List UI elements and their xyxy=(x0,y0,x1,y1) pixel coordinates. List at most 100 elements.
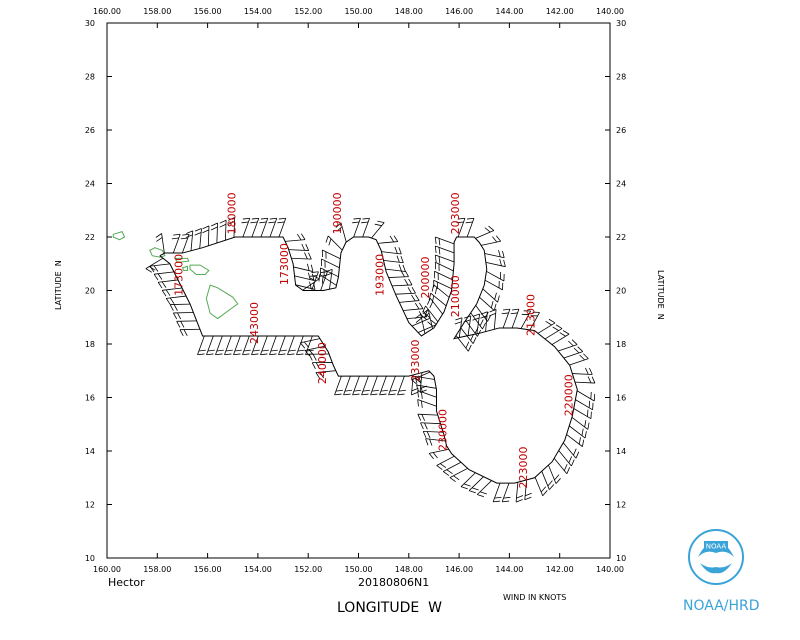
wind-barb xyxy=(406,310,428,320)
wind-barb xyxy=(176,320,197,328)
wind-barb xyxy=(377,235,399,244)
wind-barb xyxy=(510,308,520,329)
lat-tick-label-left: 16 xyxy=(85,394,95,403)
wind-barb xyxy=(219,219,227,241)
wind-barb xyxy=(171,233,181,254)
wind-barb xyxy=(501,482,511,503)
wind-barb xyxy=(403,302,424,311)
lat-tick-label-left: 14 xyxy=(85,447,95,456)
lat-tick-label-right: 14 xyxy=(616,447,626,456)
wind-barb xyxy=(371,220,385,239)
lon-tick-label-top: 142.00 xyxy=(546,7,574,16)
wind-barb xyxy=(295,281,316,290)
time-label: 173000 xyxy=(278,243,291,285)
wind-barb xyxy=(251,335,260,356)
wind-barb xyxy=(573,408,592,420)
wind-barb xyxy=(468,476,484,494)
time-label: 220000 xyxy=(562,374,575,416)
wind-barb xyxy=(319,271,328,291)
lat-tick-label-right: 10 xyxy=(616,554,626,563)
wind-barb xyxy=(436,455,455,470)
lat-tick-label-left: 30 xyxy=(85,19,95,28)
wind-barb xyxy=(228,217,236,238)
wind-barb xyxy=(434,270,453,281)
wind-barb xyxy=(294,272,315,281)
lon-tick-label-top: 158.00 xyxy=(143,7,171,16)
lon-tick-label-top: 150.00 xyxy=(345,7,373,16)
wind-barb xyxy=(260,335,269,356)
lon-tick-label-bottom: 158.00 xyxy=(143,565,171,574)
lat-tick-label-right: 30 xyxy=(616,19,626,28)
lon-tick-label-bottom: 146.00 xyxy=(445,565,473,574)
time-label: 203000 xyxy=(449,192,462,234)
wind-barb xyxy=(489,309,497,330)
wind-barb xyxy=(434,261,454,272)
wind-barb xyxy=(324,269,333,290)
lon-tick-label-bottom: 154.00 xyxy=(244,565,272,574)
lat-tick-label-right: 22 xyxy=(616,233,626,242)
lat-tick-label-right: 28 xyxy=(616,73,626,82)
wind-barb xyxy=(566,434,585,447)
wind-barb xyxy=(417,399,437,408)
time-label: 190000 xyxy=(331,192,344,234)
lon-tick-label-top: 160.00 xyxy=(93,7,121,16)
wind-barb xyxy=(334,375,343,396)
wind-barb xyxy=(501,308,511,329)
wind-barb xyxy=(315,370,336,379)
lat-tick-label-left: 28 xyxy=(85,73,95,82)
time-label: 193000 xyxy=(374,254,387,296)
lon-tick-label-bottom: 148.00 xyxy=(395,565,423,574)
wind-barb xyxy=(456,217,466,238)
wind-barb xyxy=(431,284,450,298)
wind-barb xyxy=(311,362,333,370)
wind-barb xyxy=(288,243,310,251)
lat-tick-label-right: 16 xyxy=(616,394,626,403)
wind-barb xyxy=(179,328,200,337)
island-coastline xyxy=(205,284,239,320)
wind-barb xyxy=(520,310,532,329)
wind-barb xyxy=(241,217,251,238)
wind-barb xyxy=(308,353,330,361)
lon-tick-label-top: 140.00 xyxy=(596,7,624,16)
lon-tick-label-bottom: 142.00 xyxy=(546,565,574,574)
lat-tick-label-left: 18 xyxy=(85,340,95,349)
time-label: 243000 xyxy=(248,302,261,344)
wind-barb xyxy=(558,339,578,352)
wind-barb xyxy=(470,312,486,330)
wind-barb xyxy=(321,249,341,260)
wind-barb xyxy=(381,246,402,255)
wind-barb xyxy=(417,413,438,421)
wind-barb xyxy=(161,287,183,297)
wind-barb xyxy=(422,430,444,439)
wind-barb xyxy=(173,312,194,320)
wind-barb xyxy=(352,217,361,238)
lon-tick-label-bottom: 160.00 xyxy=(93,565,121,574)
wind-barb xyxy=(343,375,352,396)
wind-barb xyxy=(492,482,502,503)
wind-barb xyxy=(411,313,431,327)
noaa-logo-icon: NOAA xyxy=(688,529,744,585)
lat-tick-label-left: 22 xyxy=(85,233,95,242)
wind-barb xyxy=(169,303,191,311)
island-coastline xyxy=(112,231,126,241)
wind-barb xyxy=(569,425,587,439)
wind-barb xyxy=(277,217,287,238)
wind-barb xyxy=(460,472,476,490)
time-label: 240000 xyxy=(316,342,329,384)
wind-barb xyxy=(268,217,278,238)
y-axis-title-right: LATITUDE N xyxy=(656,270,665,320)
wind-barb xyxy=(482,288,500,303)
wind-barb xyxy=(484,279,504,291)
wind-barb xyxy=(157,279,179,289)
time-label: 213000 xyxy=(525,294,538,336)
wind-barb xyxy=(180,233,190,254)
wind-units-label: WIND IN KNOTS xyxy=(503,593,566,602)
wind-barb xyxy=(352,375,361,396)
wind-barb xyxy=(185,230,194,251)
time-label: 210000 xyxy=(449,275,462,317)
wind-barb xyxy=(291,252,312,260)
wind-barb xyxy=(544,324,563,340)
wind-barb xyxy=(515,482,524,503)
lon-tick-label-bottom: 144.00 xyxy=(495,565,523,574)
island-coastline xyxy=(174,257,190,263)
